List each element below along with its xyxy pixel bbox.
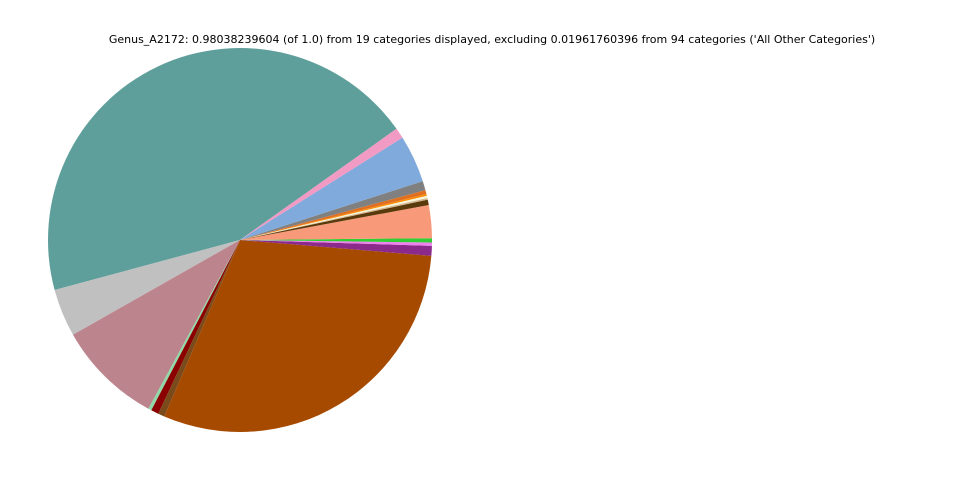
pie-slice <box>240 190 427 240</box>
pie-slice <box>240 199 429 240</box>
pie-slice <box>47 48 397 290</box>
pie-slice <box>240 204 432 240</box>
pie-slice <box>240 240 432 256</box>
pie-slice <box>240 198 428 240</box>
pie-slice <box>148 240 240 411</box>
pie-slice <box>240 194 427 240</box>
pie-slice <box>73 240 240 409</box>
pie-slice <box>240 195 428 240</box>
pie-slice <box>151 240 240 414</box>
pie-slice <box>240 238 432 243</box>
pie-slice <box>54 240 240 335</box>
pie <box>47 48 432 432</box>
pie-slice <box>164 240 432 432</box>
chart-title: Genus_A2172: 0.98038239604 (of 1.0) from… <box>109 33 875 46</box>
pie-slice <box>240 137 423 240</box>
pie-slice <box>240 240 432 246</box>
pie-slice <box>158 240 240 417</box>
pie-slice <box>240 128 403 240</box>
pie-slice <box>240 181 426 240</box>
